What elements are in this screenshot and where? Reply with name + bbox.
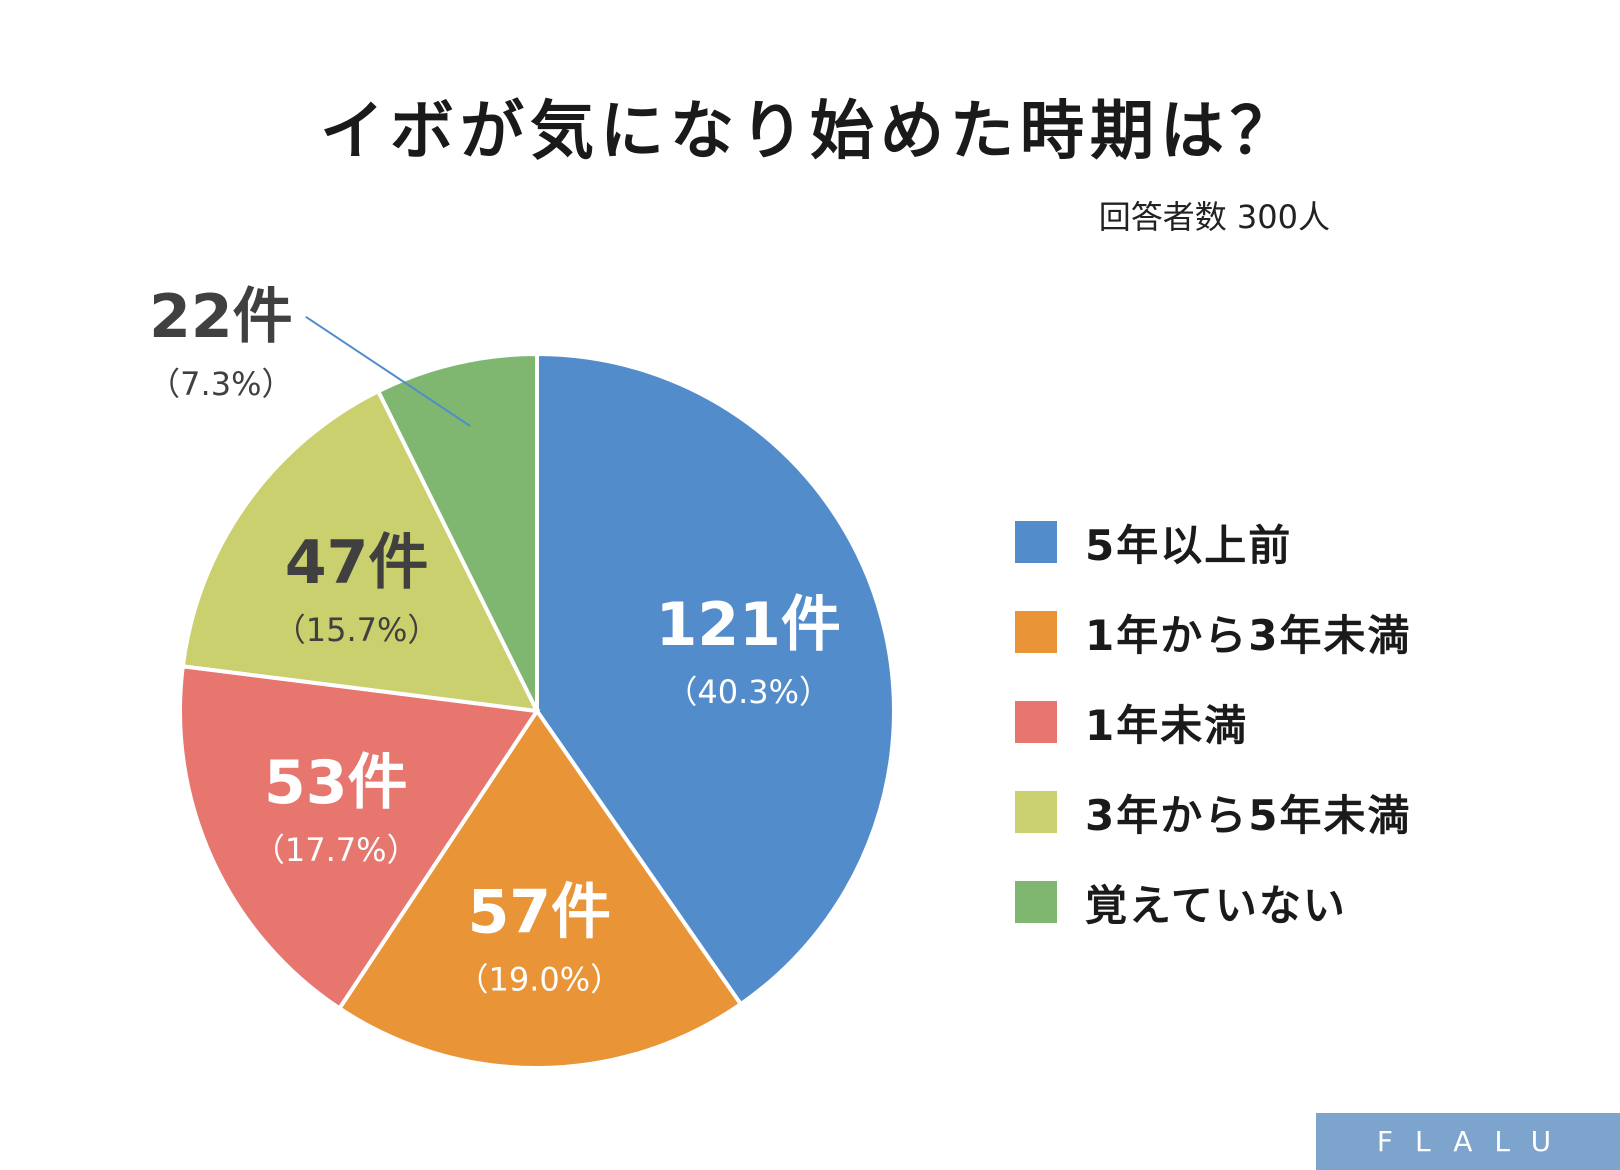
legend: 5年以上前 1年から3年未満 1年未満 3年から5年未満 覚えていない [1015, 497, 1411, 947]
legend-label: 3年から5年未満 [1085, 790, 1412, 840]
slice-count-label: 53件 [264, 748, 408, 818]
slice-count-label: 121件 [656, 590, 841, 660]
slice-percent-label: （40.3%） [665, 673, 831, 711]
legend-label: 5年以上前 [1085, 520, 1293, 570]
pie-slice [178, 664, 541, 1012]
legend-swatch [1015, 701, 1057, 743]
pie-slice [336, 707, 744, 1070]
slice-percent-label: （19.0%） [456, 960, 622, 998]
legend-label: 1年から3年未満 [1085, 610, 1412, 660]
legend-label: 1年未満 [1085, 700, 1249, 750]
brand-logo: FLALU [1316, 1113, 1620, 1170]
legend-swatch [1015, 611, 1057, 653]
slice-count-label: 47件 [285, 528, 429, 598]
pie-slice [180, 388, 541, 714]
legend-swatch [1015, 521, 1057, 563]
legend-item: 3年から5年未満 [1015, 767, 1411, 857]
pie-slice [375, 351, 539, 712]
slice-count-label: 57件 [468, 877, 612, 947]
legend-label: 覚えていない [1085, 880, 1347, 930]
slice-count-label: 22件 [149, 282, 293, 352]
legend-item: 覚えていない [1015, 857, 1411, 947]
chart-title: イボが気になり始めた時期は？ [320, 95, 1300, 169]
pie-slice [535, 351, 896, 1007]
slice-percent-label: （17.7%） [253, 831, 419, 869]
legend-item: 1年から3年未満 [1015, 587, 1411, 677]
slice-percent-label: （7.3%） [148, 365, 293, 403]
legend-item: 5年以上前 [1015, 497, 1411, 587]
legend-swatch [1015, 881, 1057, 923]
respondent-count: 回答者数 300人 [1098, 198, 1330, 236]
leader-line [305, 315, 471, 427]
legend-swatch [1015, 791, 1057, 833]
slice-percent-label: （15.7%） [274, 611, 440, 649]
legend-item: 1年未満 [1015, 677, 1411, 767]
